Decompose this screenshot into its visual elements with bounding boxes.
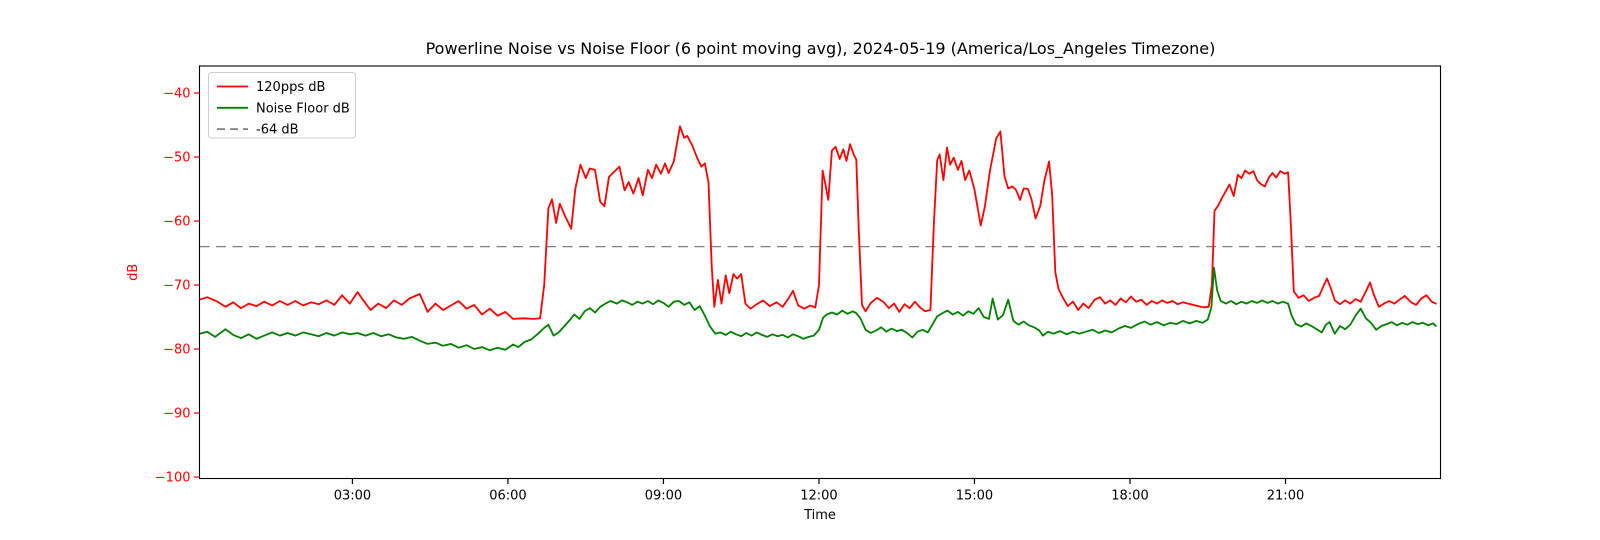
x-tick-label: 06:00 bbox=[489, 489, 526, 504]
y-tick-label: −70 bbox=[163, 279, 190, 294]
legend-label: Noise Floor dB bbox=[256, 101, 350, 116]
y-tick-label: −40 bbox=[163, 87, 190, 102]
y-tick-label: −100 bbox=[155, 471, 191, 486]
x-tick-label: 12:00 bbox=[800, 489, 837, 504]
x-tick-label: 09:00 bbox=[645, 489, 682, 504]
legend-label: 120pps dB bbox=[256, 80, 325, 95]
chart-title: Powerline Noise vs Noise Floor (6 point … bbox=[425, 39, 1216, 58]
legend: 120pps dB Noise Floor dB -64 dB bbox=[208, 72, 356, 139]
x-tick-label: 21:00 bbox=[1267, 489, 1304, 504]
plot-border bbox=[198, 65, 1442, 480]
y-tick-label: −90 bbox=[163, 407, 190, 422]
legend-box bbox=[208, 72, 356, 139]
series-line-noise-floor-db bbox=[198, 266, 1437, 352]
x-tick-label: 15:00 bbox=[956, 489, 993, 504]
x-tick-label: 03:00 bbox=[334, 489, 371, 504]
y-tick-label: −60 bbox=[163, 215, 190, 230]
x-axis-label: Time bbox=[803, 508, 836, 523]
series-line-120pps-db bbox=[198, 125, 1437, 320]
y-tick-label: −80 bbox=[163, 343, 190, 358]
y-axis-label: dB bbox=[126, 264, 141, 281]
x-tick-label: 18:00 bbox=[1111, 489, 1148, 504]
legend-label: -64 dB bbox=[256, 123, 299, 138]
y-tick-label: −50 bbox=[163, 151, 190, 166]
